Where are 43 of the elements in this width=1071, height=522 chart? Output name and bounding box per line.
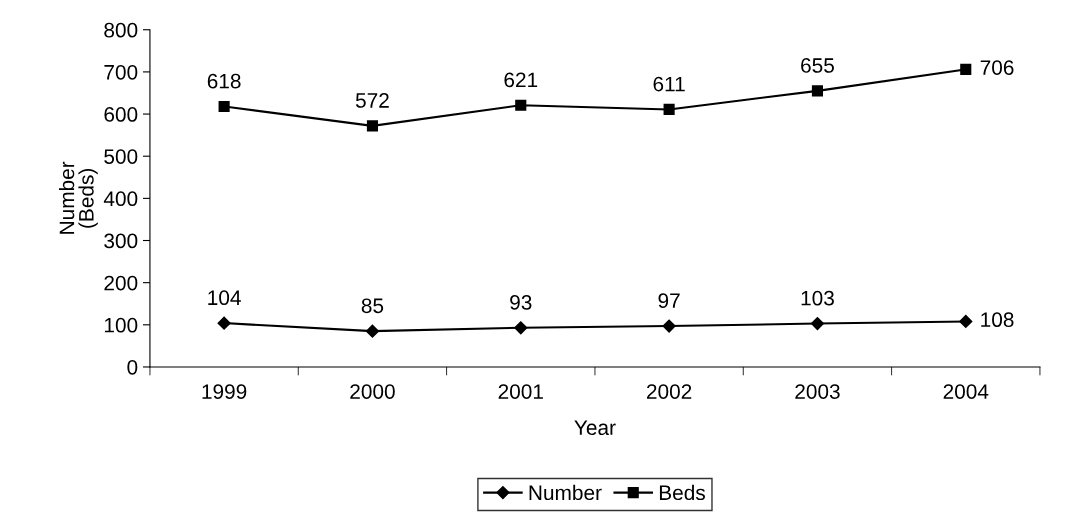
x-tick-label: 1999 xyxy=(202,384,247,399)
data-label: 97 xyxy=(658,293,680,309)
data-label: 618 xyxy=(207,73,241,89)
data-label: 85 xyxy=(361,298,384,314)
x-tick-label: 2003 xyxy=(795,384,840,399)
y-tick-label: 700 xyxy=(104,64,138,80)
x-tick-label: 2001 xyxy=(498,384,543,399)
data-label: 572 xyxy=(355,93,389,108)
y-tick-label: 0 xyxy=(127,359,138,375)
data-label: 93 xyxy=(510,295,532,310)
x-tick-label: 2004 xyxy=(943,384,989,399)
point xyxy=(662,319,676,333)
point xyxy=(810,316,825,331)
legend-label: Beds xyxy=(659,484,705,501)
y-tick-label: 300 xyxy=(104,233,138,249)
point xyxy=(663,103,675,115)
point xyxy=(514,321,528,335)
x-tick-label: 2000 xyxy=(350,384,395,399)
data-label: 108 xyxy=(981,312,1014,328)
point xyxy=(515,99,527,111)
data-label: 104 xyxy=(208,290,241,306)
x-tick-label: 2002 xyxy=(646,384,692,399)
y-tick-label: 400 xyxy=(103,191,138,207)
point xyxy=(959,314,973,329)
point xyxy=(960,63,972,75)
y-axis-title: Number (Beds) xyxy=(58,161,98,234)
y-tick-label: 200 xyxy=(104,275,138,291)
y-tick-label: 100 xyxy=(104,317,138,333)
point xyxy=(217,316,231,330)
data-label: 621 xyxy=(504,72,538,88)
legend-label: Number xyxy=(529,484,602,501)
point xyxy=(811,85,823,97)
y-tick-label: 800 xyxy=(104,22,138,38)
data-label: 611 xyxy=(653,76,685,92)
data-label: 706 xyxy=(980,60,1014,75)
y-tick-label: 500 xyxy=(104,149,138,164)
point xyxy=(366,120,378,132)
x-axis-title: Year xyxy=(574,420,616,436)
data-label: 103 xyxy=(801,290,834,306)
point xyxy=(218,100,230,113)
data-label: 655 xyxy=(801,58,834,73)
y-tick-label: 600 xyxy=(104,107,138,122)
point xyxy=(365,324,380,338)
